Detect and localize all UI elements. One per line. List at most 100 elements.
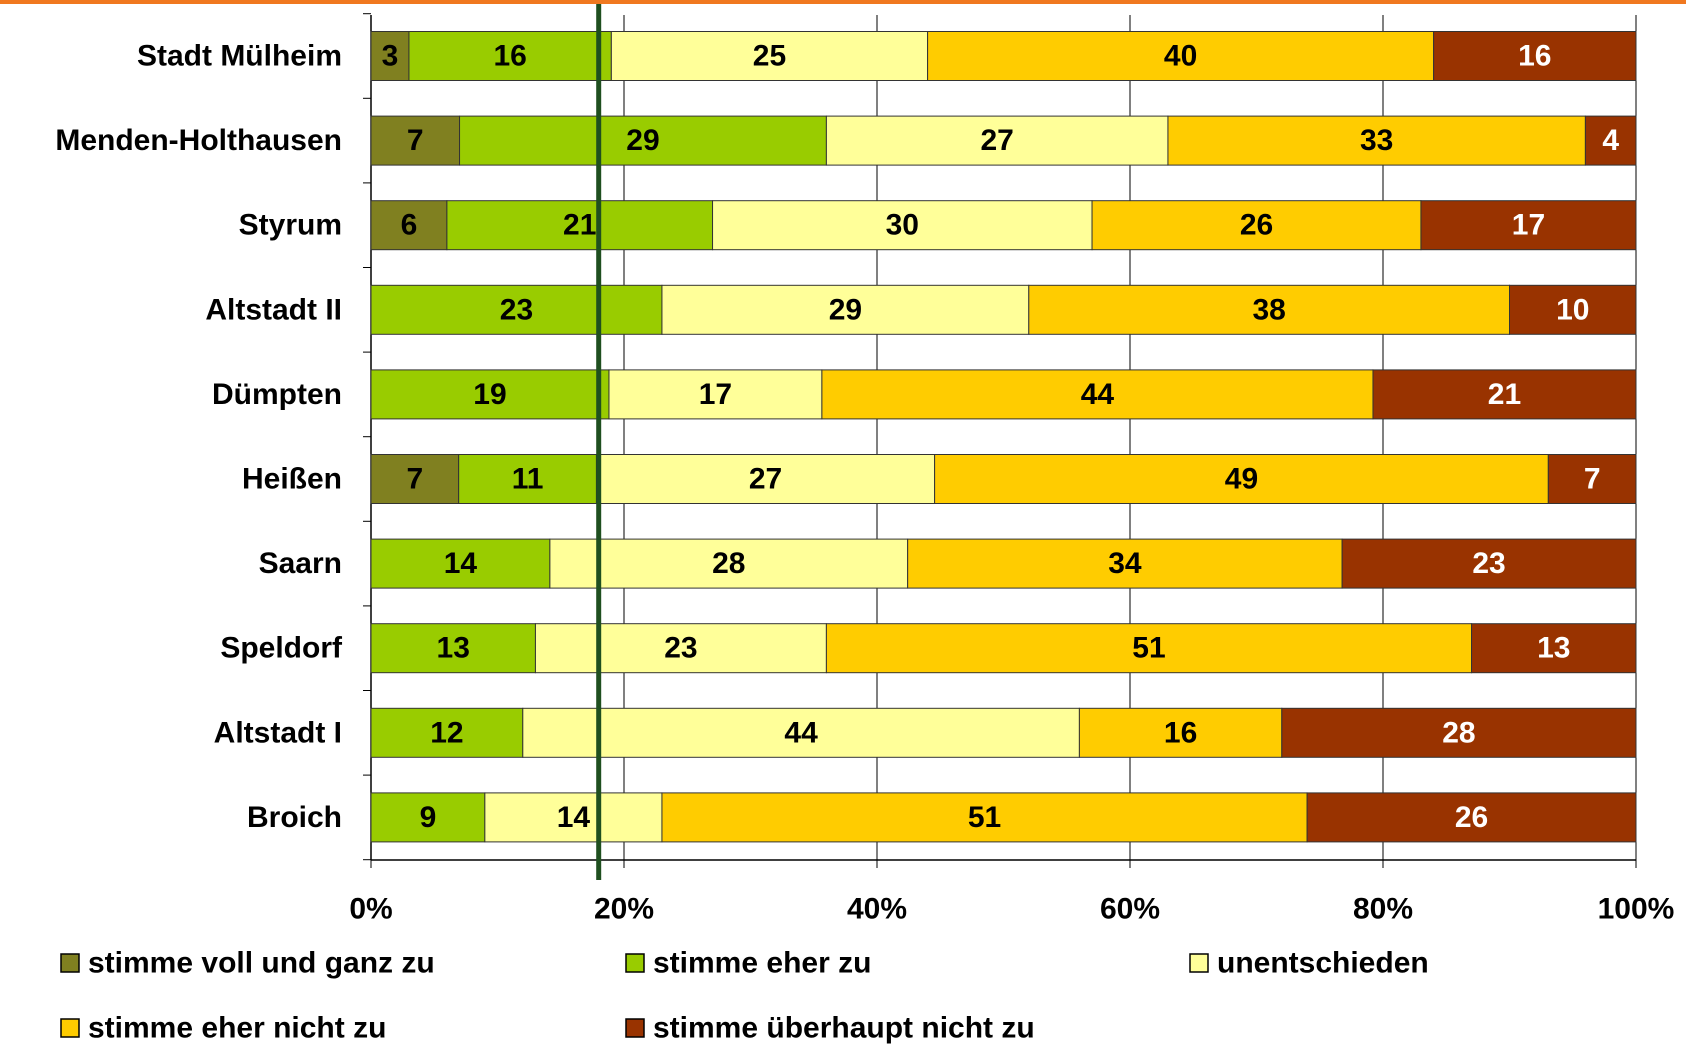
data-label: 23 (500, 293, 533, 326)
y-tick-label: Altstadt I (214, 716, 342, 749)
data-label: 14 (557, 801, 591, 834)
data-label: 23 (664, 632, 697, 665)
y-tick-label: Dümpten (212, 378, 342, 411)
legend-label: unentschieden (1217, 947, 1429, 980)
bar-segment (370, 454, 460, 504)
legend-swatch (625, 1018, 645, 1038)
legend-label: stimme überhaupt nicht zu (653, 1012, 1035, 1045)
data-label: 51 (1132, 632, 1165, 665)
bar-segment (370, 369, 610, 420)
data-label: 51 (968, 801, 1001, 834)
data-label: 12 (430, 716, 463, 749)
data-label: 27 (749, 463, 782, 496)
data-label: 26 (1455, 801, 1488, 834)
data-label: 7 (406, 463, 423, 496)
data-label: 27 (980, 124, 1013, 157)
bar-segment (608, 369, 823, 420)
legend-label: stimme voll und ganz zu (88, 947, 435, 980)
x-tick-label: 20% (594, 893, 654, 926)
bar-segment (927, 31, 1435, 81)
legend-label: stimme eher zu (653, 947, 871, 980)
data-label: 19 (473, 378, 506, 411)
data-label: 49 (1225, 463, 1258, 496)
data-label: 17 (1512, 209, 1545, 242)
y-tick-label: Altstadt II (205, 293, 342, 326)
data-label: 7 (1584, 463, 1601, 496)
data-label: 21 (563, 209, 596, 242)
data-label: 6 (401, 209, 418, 242)
bar-segment (825, 115, 1169, 166)
data-label: 34 (1108, 547, 1142, 580)
bar-segment (370, 115, 461, 166)
legend-label: stimme eher nicht zu (88, 1012, 386, 1045)
bar-segment (459, 115, 827, 166)
data-label: 33 (1360, 124, 1393, 157)
data-label: 38 (1252, 293, 1285, 326)
data-label: 44 (1081, 378, 1115, 411)
bar-segment (934, 454, 1549, 504)
x-tick-label: 80% (1353, 893, 1413, 926)
x-tick-label: 40% (847, 893, 907, 926)
legend-swatch (60, 953, 80, 973)
bar-segment (370, 200, 448, 251)
data-label: 14 (444, 547, 478, 580)
y-tick-label: Broich (247, 801, 342, 834)
bar-segment (610, 31, 929, 81)
bar-segment (825, 623, 1473, 674)
bar-segment (595, 454, 936, 504)
data-label: 28 (712, 547, 745, 580)
x-tick-label: 60% (1100, 893, 1160, 926)
data-label: 16 (1518, 40, 1551, 73)
data-label: 44 (784, 716, 818, 749)
y-tick-label: Saarn (259, 547, 342, 580)
y-tick-label: Speldorf (220, 632, 343, 665)
data-label: 28 (1442, 716, 1475, 749)
bar-segment (1547, 454, 1637, 504)
data-label: 17 (699, 378, 732, 411)
data-label: 26 (1240, 209, 1273, 242)
data-label: 30 (886, 209, 919, 242)
data-label: 3 (382, 40, 399, 73)
y-tick-label: Styrum (239, 209, 342, 242)
legend-swatch (625, 953, 645, 973)
bar-segment (370, 707, 524, 758)
bar-segment (446, 200, 714, 251)
bar-segment (534, 623, 827, 674)
data-label: 29 (829, 293, 862, 326)
data-label: 40 (1164, 40, 1197, 73)
bar-segment (370, 792, 486, 843)
bar-segment (1372, 369, 1637, 420)
data-label: 29 (626, 124, 659, 157)
data-label: 11 (512, 463, 544, 496)
bar-segment (484, 792, 663, 843)
bar-segment (522, 707, 1080, 758)
bar-segment (661, 284, 1030, 335)
x-tick-label: 0% (349, 893, 392, 926)
bar-segment (1091, 200, 1422, 251)
bar-segment (408, 31, 612, 81)
data-label: 16 (493, 40, 526, 73)
data-label: 7 (407, 124, 424, 157)
data-label: 21 (1488, 378, 1521, 411)
bar-segment (1433, 31, 1637, 81)
bar-segment (1078, 707, 1283, 758)
bar-segment (1306, 792, 1637, 843)
bar-segment (661, 792, 1308, 843)
bar-segment (1167, 115, 1586, 166)
data-label: 10 (1556, 293, 1589, 326)
bar-segment (712, 200, 1093, 251)
x-tick-label: 100% (1598, 893, 1675, 926)
y-tick-label: Menden-Holthausen (55, 124, 342, 157)
bar-segment (370, 538, 551, 589)
legend-swatch (60, 1018, 80, 1038)
data-label: 23 (1472, 547, 1505, 580)
bar-segment (1281, 707, 1637, 758)
data-label: 16 (1164, 716, 1197, 749)
bar-segment (1471, 623, 1637, 674)
bar-segment (1509, 284, 1637, 335)
data-label: 25 (753, 40, 786, 73)
bar-segment (1341, 538, 1637, 589)
bar-segment (1584, 115, 1637, 166)
data-label: 13 (1537, 632, 1570, 665)
